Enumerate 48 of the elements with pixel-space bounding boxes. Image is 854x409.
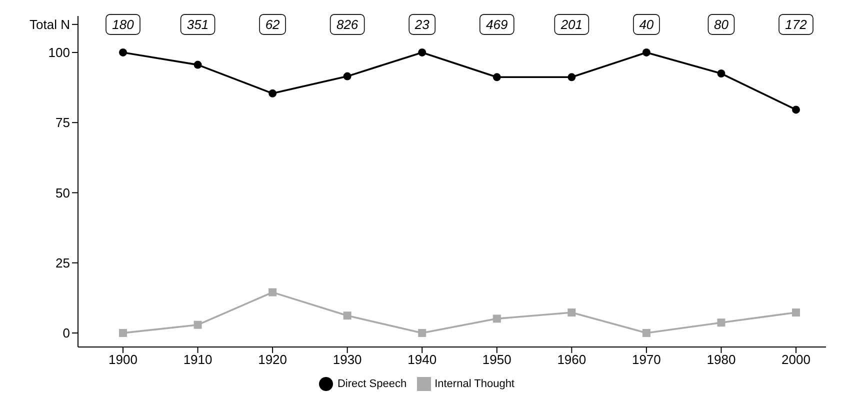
x-tick-label: 1930 xyxy=(332,352,362,368)
point xyxy=(268,89,277,98)
annotation: 351 xyxy=(186,16,209,32)
point xyxy=(343,312,352,320)
x-tick-label: 1940 xyxy=(408,352,437,368)
x-tick-label: 1970 xyxy=(632,352,661,368)
point xyxy=(194,60,202,69)
point xyxy=(568,73,576,82)
x-tick-label: 1960 xyxy=(557,352,586,368)
point xyxy=(119,328,127,337)
point xyxy=(418,328,426,337)
point xyxy=(492,314,501,323)
point xyxy=(268,288,277,296)
x-tick-label: 1910 xyxy=(183,352,212,368)
y-tick-label: 50 xyxy=(56,185,70,200)
point xyxy=(642,328,650,337)
point xyxy=(194,320,202,329)
annotation: 201 xyxy=(560,16,583,32)
point xyxy=(568,308,576,316)
point xyxy=(642,48,650,56)
x-tick-label: 1950 xyxy=(482,352,512,368)
point xyxy=(717,70,726,78)
annotation: 80 xyxy=(714,16,730,32)
point xyxy=(792,106,800,114)
x-tick-label: 1900 xyxy=(108,352,138,368)
y-tick-label: 0 xyxy=(62,326,70,341)
x-tick-label: 1920 xyxy=(258,352,288,368)
point xyxy=(119,48,127,56)
x-tick-label: 2000 xyxy=(782,352,810,368)
point xyxy=(717,318,726,327)
point xyxy=(418,48,426,56)
y-tick-label: Total N xyxy=(30,17,70,32)
point xyxy=(792,308,800,316)
x-tick-label: 1980 xyxy=(706,352,736,368)
annotation: 23 xyxy=(414,16,430,32)
annotation: 180 xyxy=(112,16,135,32)
point xyxy=(343,72,352,80)
y-tick-label: 100 xyxy=(48,45,70,60)
point xyxy=(492,73,501,82)
legend-label: Direct Speech xyxy=(337,378,407,390)
annotation: 172 xyxy=(785,16,808,32)
y-tick-label: 25 xyxy=(56,255,70,270)
annotation: 40 xyxy=(639,16,654,32)
y-tick-label: 75 xyxy=(56,115,70,130)
legend-label: Internal Thought xyxy=(434,378,514,390)
annotation: 826 xyxy=(336,16,359,32)
annotation: 469 xyxy=(486,16,508,32)
annotation: 62 xyxy=(265,16,281,32)
